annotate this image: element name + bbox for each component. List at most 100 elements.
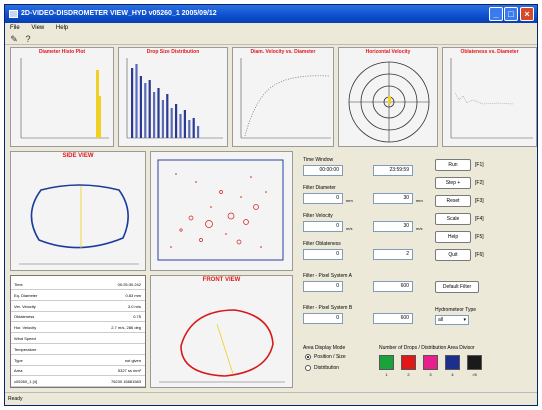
distribution-radio[interactable]	[305, 365, 311, 371]
color-swatch-4[interactable]	[445, 355, 460, 370]
close-button[interactable]: ×	[520, 7, 534, 21]
app-icon	[9, 10, 18, 18]
pixel-a-max-field[interactable]: 600	[373, 281, 413, 292]
step-button[interactable]: Step +	[435, 177, 471, 189]
row-value: 0.83 mm	[125, 292, 141, 298]
row-key: Ver. Velocity	[14, 303, 36, 309]
diameter-max-field[interactable]: 30	[373, 193, 413, 204]
row-value: not given	[124, 357, 141, 363]
menu-help[interactable]: Help	[55, 25, 69, 31]
table-row: Area 5327 ss mm²	[11, 366, 145, 377]
table-row: Oblateness 0.75	[11, 312, 145, 323]
dsd-bar	[179, 114, 182, 138]
oblateness-plot	[450, 58, 533, 139]
oblateness-min-field[interactable]: 0	[303, 249, 343, 260]
filter-diameter-label: Filter Diameter	[303, 185, 336, 191]
side-view-title: SIDE VIEW	[62, 153, 94, 159]
panel-title: Drop Size Distribution	[146, 49, 200, 55]
hydrometeor-label: Hydrometeor Type	[435, 307, 477, 313]
dsd-bar	[157, 88, 160, 138]
swatch-number: 4	[451, 372, 454, 377]
drops-divisor-label: Number of Drops / Distribution Area Divi…	[379, 345, 475, 351]
panel-title: Horizontal Velocity	[365, 49, 411, 55]
color-swatch-1[interactable]	[379, 355, 394, 370]
menu-bar: File View Help	[5, 23, 537, 33]
reset-button[interactable]: Reset	[435, 195, 471, 207]
oblateness-panel: Oblateness vs. Diameter	[442, 47, 537, 147]
maximize-button[interactable]: □	[504, 7, 518, 21]
horizontal-velocity-panel: Horizontal Velocity	[338, 47, 438, 147]
front-view-panel: FRONT VIEW	[150, 275, 293, 388]
shortcut-key: [F4]	[475, 216, 484, 222]
minimize-button[interactable]: _	[489, 7, 503, 21]
shortcut-key: [F5]	[475, 234, 484, 240]
table-row: Temperature	[11, 345, 145, 355]
dsd-bar	[144, 83, 147, 138]
velocity-diameter-plot	[240, 58, 331, 139]
row-value: 76230 15881583	[110, 379, 141, 385]
panel-title: Diam. Velocity vs. Diameter	[250, 49, 316, 55]
pixel-a-label: Filter - Pixel System A	[303, 273, 352, 279]
velocity-max-field[interactable]: 30	[373, 221, 413, 232]
swatch-number: 2	[407, 372, 410, 377]
drop-size-panel: Drop Size Distribution	[118, 47, 228, 147]
default-filter-button[interactable]: Default Filter	[435, 281, 479, 293]
open-icon[interactable]: ✎	[10, 34, 18, 44]
hydrometeor-value: all	[438, 317, 444, 323]
dsd-bar	[139, 76, 142, 138]
row-value: 5327 ss mm²	[117, 368, 141, 374]
pixel-b-min-field[interactable]: 0	[303, 313, 343, 324]
position-size-radio[interactable]	[305, 354, 311, 360]
area-display-label: Area Display Mode	[303, 345, 346, 351]
color-swatch-2[interactable]	[401, 355, 416, 370]
dsd-bar	[148, 80, 151, 138]
shortcut-key: [F3]	[475, 198, 484, 204]
table-row: Wind Speed	[11, 334, 145, 344]
diameter-min-field[interactable]: 0	[303, 193, 343, 204]
filter-oblateness-label: Filter Oblateness	[303, 241, 341, 247]
scale-button[interactable]: Scale	[435, 213, 471, 225]
shortcut-key: [F6]	[475, 252, 484, 258]
pixel-b-label: Filter - Pixel System B	[303, 305, 353, 311]
row-key: v05260_1 [4]	[14, 379, 38, 385]
dsd-bar	[192, 118, 195, 138]
front-view-title: FRONT VIEW	[202, 277, 241, 283]
velocity-unit: m/s	[416, 226, 423, 231]
velocity-min-field[interactable]: 0	[303, 221, 343, 232]
side-view-panel: SIDE VIEW	[10, 151, 146, 271]
quit-button[interactable]: Quit	[435, 249, 471, 261]
app-window: 2D-VIDEO-DISDROMETER VIEW_HYD v05260_1 2…	[4, 4, 538, 406]
pixel-b-max-field[interactable]: 600	[373, 313, 413, 324]
time-to-field[interactable]: 23:59:59	[373, 165, 413, 176]
oblateness-max-field[interactable]: 2	[373, 249, 413, 260]
help-button[interactable]: Help	[435, 231, 471, 243]
side-drop-outline	[30, 184, 129, 249]
dsd-bar	[197, 126, 200, 138]
time-from-field[interactable]: 00:00:00	[303, 165, 343, 176]
row-key: Type	[14, 357, 23, 363]
histo-bar	[99, 96, 101, 138]
shortcut-key: [F2]	[475, 180, 484, 186]
position-size-label: Position / Size	[314, 354, 346, 360]
color-swatch-5[interactable]	[467, 355, 482, 370]
row-key: Time	[14, 282, 23, 287]
swatch-number: 1	[385, 372, 388, 377]
hydrometeor-select[interactable]: all ▾	[435, 315, 469, 325]
velocity-diameter-panel: Diam. Velocity vs. Diameter	[232, 47, 334, 147]
info-icon[interactable]: ?	[25, 34, 31, 44]
run-button[interactable]: Run	[435, 159, 471, 171]
chevron-down-icon: ▾	[463, 317, 466, 323]
dsd-bar	[183, 110, 186, 138]
title-bar: 2D-VIDEO-DISDROMETER VIEW_HYD v05260_1 2…	[5, 5, 537, 23]
table-row: Hor. Velocity 2.7 m/s, 286 deg	[11, 323, 145, 334]
menu-file[interactable]: File	[10, 25, 20, 31]
panel-title: Diameter Histo Plot	[38, 49, 86, 55]
table-row: Time 00:25:30.242	[11, 280, 145, 290]
pixel-a-min-field[interactable]: 0	[303, 281, 343, 292]
menu-view[interactable]: View	[31, 25, 45, 31]
horizontal-velocity-plot	[348, 61, 430, 143]
panel-title: Oblateness vs. Diameter	[460, 49, 519, 55]
color-swatch-3[interactable]	[423, 355, 438, 370]
row-key: Oblateness	[14, 314, 35, 320]
row-value: 3.0 m/s	[127, 303, 141, 309]
